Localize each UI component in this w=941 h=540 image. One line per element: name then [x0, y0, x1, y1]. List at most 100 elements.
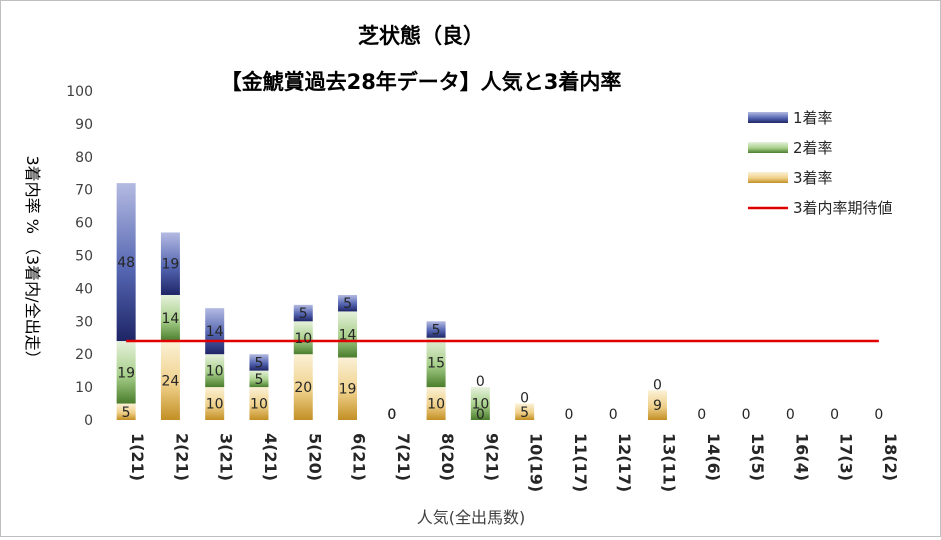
data-label: 0 — [387, 407, 396, 423]
data-label: 19 — [339, 382, 357, 398]
bar-segment — [249, 387, 269, 420]
data-label: 10 — [471, 397, 489, 413]
y-tick-label: 80 — [75, 150, 93, 166]
legend-swatch — [748, 112, 788, 123]
legend-swatch — [748, 142, 788, 153]
x-tick-label: 8(20) — [438, 433, 457, 481]
bar-segment — [338, 311, 358, 358]
y-tick-label: 40 — [75, 281, 93, 297]
y-tick-label: 20 — [75, 347, 93, 363]
bar-segment — [293, 321, 313, 355]
bar-segment — [293, 354, 313, 420]
bar-segment — [293, 304, 313, 322]
data-label: 14 — [339, 327, 357, 343]
bar-segment — [515, 403, 535, 420]
data-label: 14 — [206, 324, 224, 340]
x-tick-labels: 1(21) 2(21) 3(21) 4(21) 5(20) 6(21) 7(21) 8(20)… — [128, 433, 900, 492]
bar-segment — [426, 387, 446, 420]
x-tick-label: 18(2) — [881, 433, 900, 481]
data-label: 0 — [609, 407, 618, 423]
data-label: 0 — [786, 407, 795, 423]
data-label: 0 — [830, 407, 839, 423]
legend-swatch — [748, 172, 788, 183]
data-label: 10 — [250, 397, 268, 413]
data-label-layer: 5194824141910101410552010519145000101550… — [117, 255, 883, 423]
data-label: 0 — [520, 391, 529, 407]
bar-segment — [426, 337, 446, 388]
data-label: 19 — [162, 257, 180, 273]
y-tick-labels: 0 10 20 30 40 50 60 70 80 90 100 — [66, 84, 93, 429]
data-label: 0 — [387, 407, 396, 423]
bar-segment — [160, 341, 180, 420]
legend-label: 3着率 — [793, 169, 833, 187]
data-label: 0 — [387, 407, 396, 423]
data-label: 5 — [299, 306, 308, 322]
bar-segment — [338, 357, 358, 420]
y-axis-title: 3着内率 % （3着内/全出走） — [23, 155, 42, 366]
x-tick-label: 16(4) — [792, 433, 811, 481]
data-label: 48 — [117, 255, 135, 271]
y-tick-label: 0 — [84, 413, 93, 429]
bar-segment — [338, 294, 358, 312]
x-tick-label: 12(17) — [615, 433, 634, 492]
bar-segment — [249, 354, 269, 371]
data-label: 5 — [122, 405, 131, 421]
data-label: 5 — [343, 296, 352, 312]
x-tick-label: 3(21) — [217, 433, 236, 481]
data-label: 10 — [427, 397, 445, 413]
data-label: 0 — [742, 407, 751, 423]
bar-segment — [205, 308, 225, 355]
data-label: 19 — [117, 365, 135, 381]
x-tick-label: 11(17) — [571, 433, 590, 492]
bar-segment — [647, 390, 667, 420]
data-label: 15 — [427, 355, 445, 371]
y-tick-label: 100 — [66, 84, 93, 100]
y-tick-label: 50 — [75, 249, 93, 265]
bar-segment — [249, 370, 269, 388]
legend-label: 2着率 — [793, 139, 833, 157]
legend-label: 3着内率期待値 — [793, 199, 893, 217]
data-label: 5 — [520, 405, 529, 421]
x-tick-label: 15(5) — [748, 433, 767, 481]
bar-segment — [160, 294, 180, 342]
y-tick-label: 10 — [75, 380, 93, 396]
bar-segment — [116, 403, 136, 420]
legend: 1着率 2着率 3着率 3着内率期待値 — [748, 109, 893, 217]
bar-segment — [116, 183, 136, 342]
data-label: 24 — [162, 374, 180, 390]
data-label: 0 — [564, 407, 573, 423]
chart-subtitle: 【金鯱賞過去28年データ】人気と3着内率 — [221, 70, 622, 94]
y-tick-label: 70 — [75, 183, 93, 199]
data-label: 10 — [206, 364, 224, 380]
x-tick-label: 4(21) — [261, 433, 280, 481]
chart-title: 芝状態（良） — [358, 24, 484, 48]
data-label: 0 — [874, 407, 883, 423]
data-label: 10 — [206, 397, 224, 413]
x-tick-label: 17(3) — [837, 433, 856, 481]
legend-label: 1着率 — [793, 109, 833, 127]
x-tick-label: 1(21) — [128, 433, 147, 481]
data-label: 5 — [255, 355, 264, 371]
data-label: 5 — [255, 372, 264, 388]
y-tick-label: 90 — [75, 117, 93, 133]
data-label: 0 — [476, 374, 485, 390]
y-tick-label: 30 — [75, 314, 93, 330]
bar-segment — [470, 387, 490, 420]
x-tick-label: 5(20) — [305, 433, 324, 481]
bar-segment — [205, 387, 225, 420]
y-tick-label: 60 — [75, 216, 93, 232]
data-label: 20 — [294, 380, 312, 396]
x-tick-label: 10(19) — [527, 433, 546, 492]
x-tick-label: 13(11) — [659, 433, 678, 492]
x-tick-label: 6(21) — [350, 433, 369, 481]
x-axis-title: 人気(全出馬数) — [417, 508, 526, 527]
bar-segment — [160, 232, 180, 295]
bar-segment — [116, 341, 136, 404]
data-label: 5 — [432, 323, 441, 339]
data-label: 0 — [697, 407, 706, 423]
data-label: 14 — [162, 311, 180, 327]
data-label: 0 — [476, 407, 485, 423]
bar-segment — [426, 321, 446, 338]
